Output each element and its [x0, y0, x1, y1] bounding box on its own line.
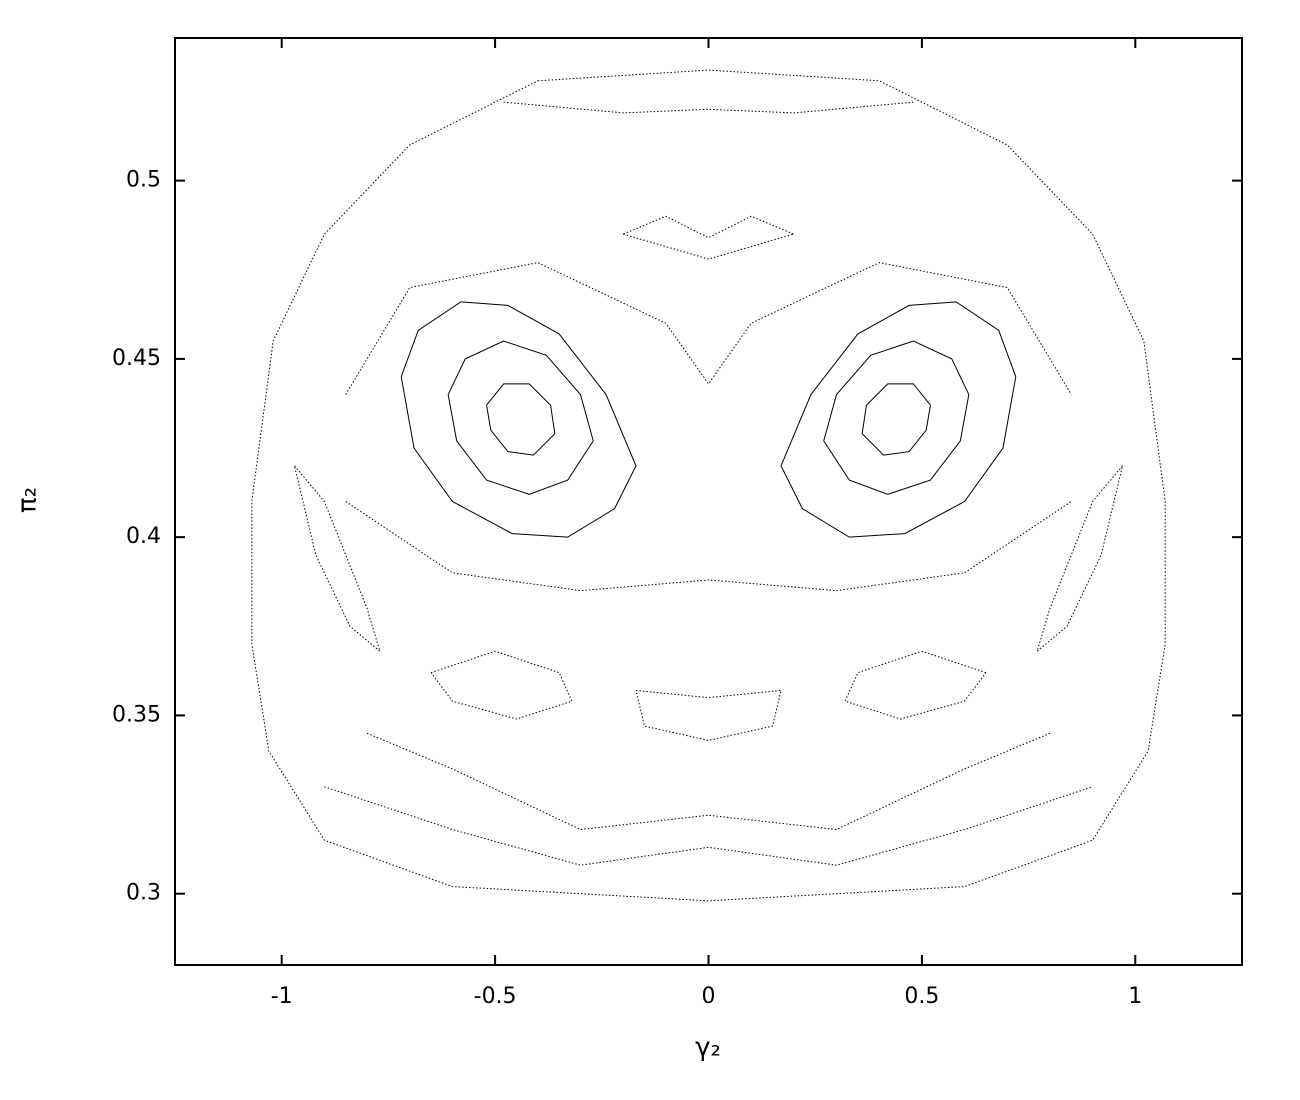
orbit [447, 340, 594, 495]
y-tick-label: 0.3 [126, 881, 161, 906]
orbit [861, 383, 931, 456]
y-tick-label: 0.5 [126, 168, 161, 193]
x-tick-label: -0.5 [474, 984, 517, 1009]
x-tick-label: -1 [271, 984, 293, 1009]
x-axis-label: γ₂ [695, 1033, 721, 1063]
orbit [430, 650, 573, 720]
orbit [486, 383, 556, 456]
orbit [324, 786, 1093, 866]
orbit [400, 301, 637, 538]
orbit [345, 501, 1072, 592]
orbit [780, 301, 1017, 538]
x-tick-label: 1 [1128, 984, 1142, 1009]
orbit [503, 101, 914, 114]
orbit [635, 689, 782, 741]
orbit [366, 732, 1051, 831]
y-axis-label: π₂ [13, 487, 43, 513]
y-tick-label: 0.45 [112, 346, 161, 371]
orbit [844, 650, 987, 720]
orbit [1036, 465, 1123, 653]
y-tick-label: 0.35 [112, 702, 161, 727]
orbit [294, 465, 381, 653]
orbit [622, 215, 796, 260]
orbit [823, 340, 970, 495]
orbit [251, 69, 1166, 902]
orbit [345, 262, 1072, 395]
y-tick-label: 0.4 [126, 524, 161, 549]
x-tick-label: 0 [702, 984, 716, 1009]
x-tick-label: 0.5 [904, 984, 939, 1009]
plot-frame [174, 37, 1243, 966]
